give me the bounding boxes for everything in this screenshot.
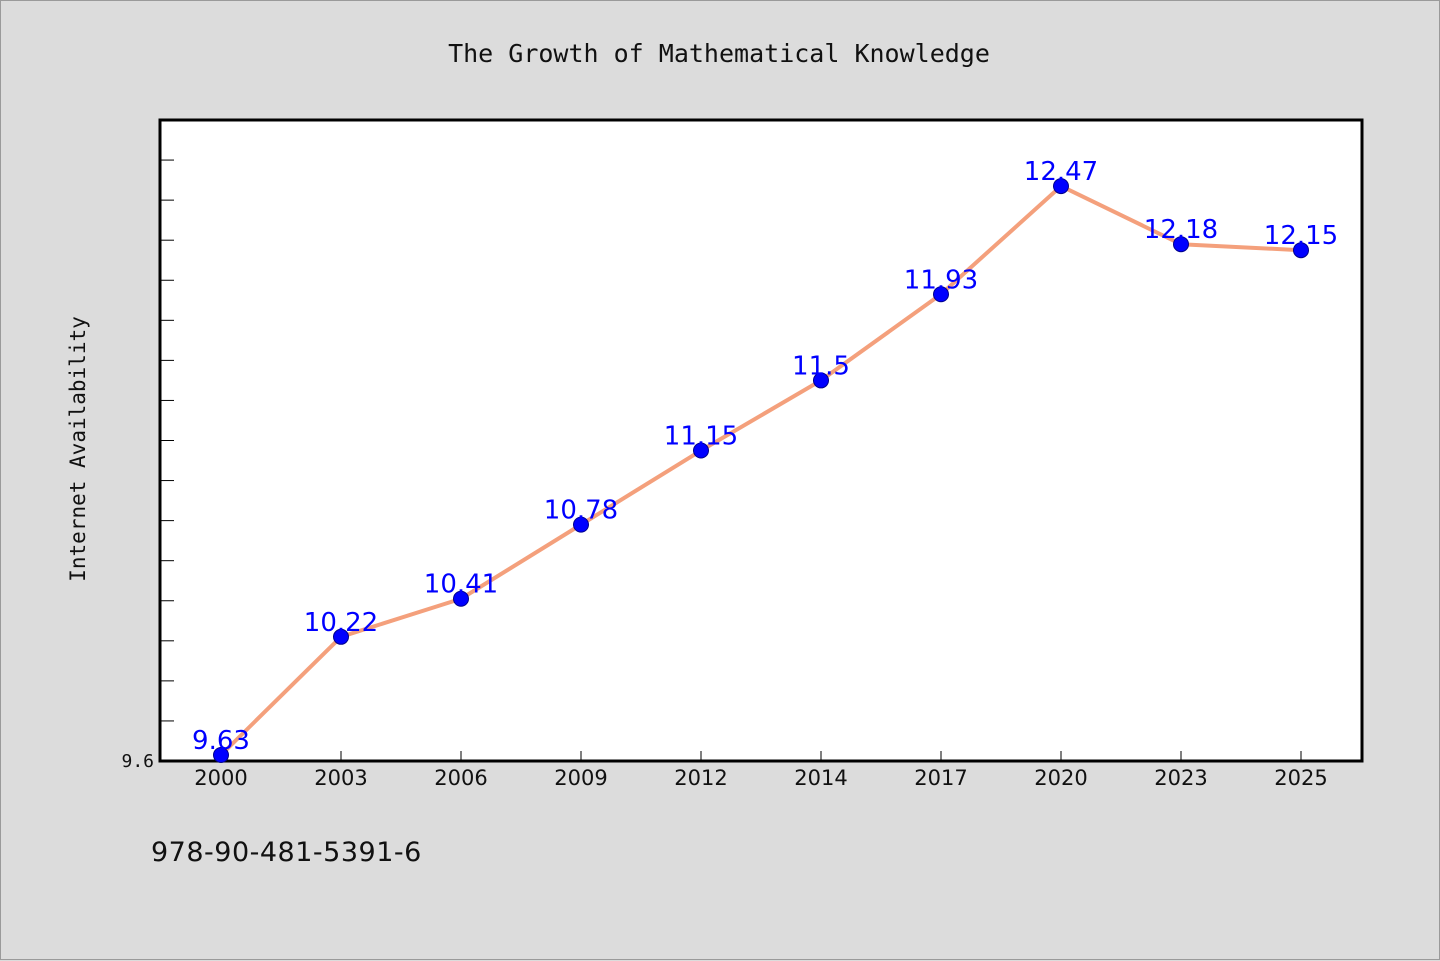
x-tick-label: 2014 (794, 766, 847, 790)
y-axis-ticks: 9.6 (121, 119, 174, 772)
data-label: 11.5 (792, 351, 850, 381)
data-label: 11.93 (904, 265, 978, 295)
x-tick-label: 2000 (194, 766, 247, 790)
x-tick-label: 2012 (674, 766, 727, 790)
isbn-text: 978-90-481-5391-6 (151, 837, 422, 868)
data-point (213, 746, 229, 763)
x-tick-label: 2003 (314, 766, 367, 790)
data-label: 9.63 (192, 726, 250, 756)
data-point (693, 442, 709, 459)
data-point (933, 286, 949, 303)
data-label: 12.47 (1024, 157, 1098, 187)
x-tick-label: 2025 (1274, 766, 1327, 790)
data-point (1053, 178, 1069, 195)
plot-area (158, 118, 1364, 763)
x-tick-label: 2020 (1034, 766, 1087, 790)
data-label: 10.22 (304, 608, 378, 638)
y-axis-label: Internet Availability (66, 316, 90, 582)
data-label: 12.18 (1144, 215, 1218, 245)
series-layer: 9.63 10.22 10.41 10.78 11.15 11.5 11.93 12.47 12… (192, 157, 1338, 763)
data-point (1293, 242, 1309, 259)
data-point (1173, 236, 1189, 253)
y-tick-label: 9.6 (121, 751, 154, 772)
data-point (573, 516, 589, 533)
x-tick-label: 2006 (434, 766, 487, 790)
data-point (813, 372, 829, 389)
data-label: 11.15 (664, 422, 738, 452)
series-line (219, 184, 1302, 757)
data-label: 12.15 (1264, 221, 1338, 251)
chart-title: The Growth of Mathematical Knowledge (448, 39, 990, 68)
x-tick-label: 2017 (914, 766, 967, 790)
x-axis-ticks: 2000 2003 2006 2009 2012 2014 2017 2020 2023 2025 (194, 751, 1328, 790)
x-tick-label: 2023 (1154, 766, 1207, 790)
x-tick-label: 2009 (554, 766, 607, 790)
data-point (453, 590, 469, 607)
data-point (333, 628, 349, 645)
data-label: 10.41 (424, 570, 498, 600)
data-label: 10.78 (544, 496, 618, 526)
